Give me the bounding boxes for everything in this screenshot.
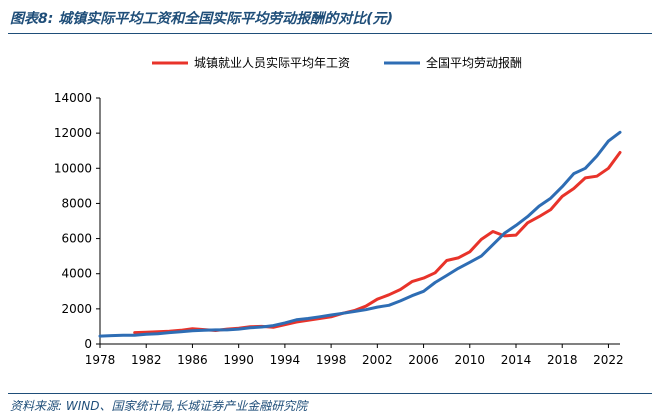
x-tick-label: 2018 <box>547 353 578 367</box>
y-tick-label: 12000 <box>54 126 92 140</box>
legend: 城镇就业人员实际平均年工资 全国平均劳动报酬 <box>152 55 522 70</box>
source-note: 资料来源: WIND、国家统计局,长城证券产业金融研究院 <box>10 399 308 413</box>
x-tick-label: 2022 <box>593 353 624 367</box>
y-tick-label: 10000 <box>54 161 92 175</box>
x-tick-label: 2006 <box>408 353 439 367</box>
x-tick-label: 2010 <box>455 353 486 367</box>
x-tick-label: 1982 <box>131 353 162 367</box>
y-tick-label: 0 <box>84 337 92 351</box>
x-tick-label: 1998 <box>316 353 347 367</box>
x-tick-label: 2014 <box>501 353 532 367</box>
series-line-compensation <box>98 130 622 338</box>
x-tick-label: 1978 <box>85 353 116 367</box>
legend-label-compensation: 全国平均劳动报酬 <box>426 55 522 70</box>
x-tick-label: 2002 <box>362 353 393 367</box>
y-tick-label: 2000 <box>61 302 92 316</box>
legend-label-wage: 城镇就业人员实际平均年工资 <box>194 55 350 70</box>
chart-title: 图表8: 城镇实际平均工资和全国实际平均劳动报酬的对比(元) <box>10 11 394 27</box>
title-divider <box>8 33 652 34</box>
y-tick-label: 4000 <box>61 267 92 281</box>
source-divider <box>8 393 652 394</box>
x-tick-label: 1986 <box>177 353 208 367</box>
x-tick-label: 1990 <box>223 353 254 367</box>
x-tick-label: 1994 <box>270 353 301 367</box>
y-tick-label: 14000 <box>54 91 92 105</box>
y-tick-label: 8000 <box>61 196 92 210</box>
y-tick-label: 6000 <box>61 232 92 246</box>
